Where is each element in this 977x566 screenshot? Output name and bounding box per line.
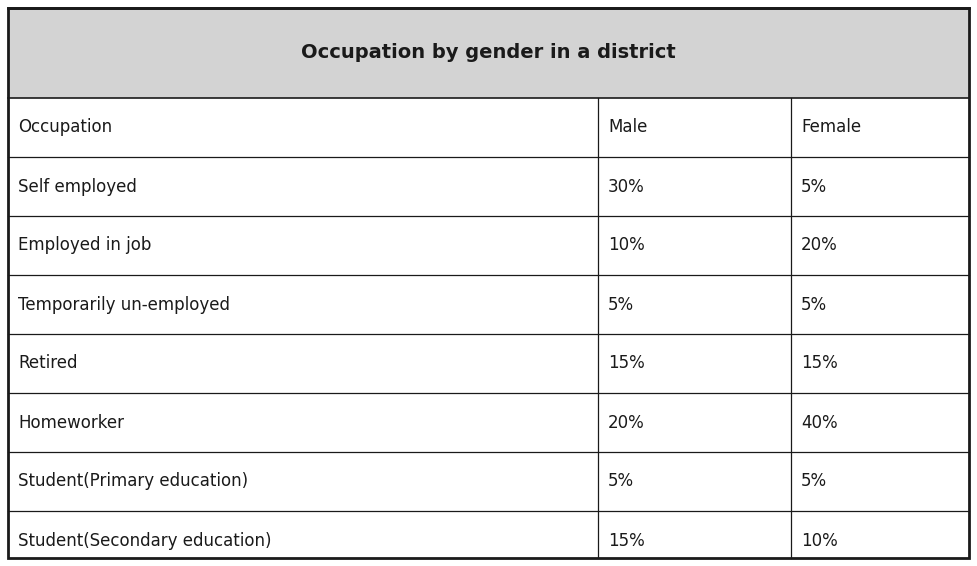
Bar <box>8 98 969 157</box>
Text: 5%: 5% <box>801 295 828 314</box>
Text: 5%: 5% <box>801 473 828 491</box>
Text: 10%: 10% <box>801 531 837 550</box>
Text: 15%: 15% <box>801 354 837 372</box>
Text: 15%: 15% <box>608 531 645 550</box>
Text: Student(Secondary education): Student(Secondary education) <box>18 531 272 550</box>
Text: 5%: 5% <box>608 295 634 314</box>
Bar <box>8 157 969 216</box>
Text: 15%: 15% <box>608 354 645 372</box>
Text: Student(Primary education): Student(Primary education) <box>18 473 248 491</box>
Bar <box>8 8 969 98</box>
Text: Male: Male <box>608 118 648 136</box>
Text: 5%: 5% <box>608 473 634 491</box>
Bar <box>8 216 969 275</box>
Text: 5%: 5% <box>801 178 828 195</box>
Text: 40%: 40% <box>801 414 837 431</box>
Bar <box>8 511 969 566</box>
Bar <box>8 452 969 511</box>
Text: 20%: 20% <box>801 237 837 255</box>
Bar <box>8 275 969 334</box>
Text: 20%: 20% <box>608 414 645 431</box>
Text: Occupation by gender in a district: Occupation by gender in a district <box>301 44 676 62</box>
Text: 30%: 30% <box>608 178 645 195</box>
Text: Retired: Retired <box>18 354 77 372</box>
Text: Employed in job: Employed in job <box>18 237 151 255</box>
Text: Temporarily un-employed: Temporarily un-employed <box>18 295 230 314</box>
Bar <box>8 393 969 452</box>
Bar <box>8 334 969 393</box>
Text: Occupation: Occupation <box>18 118 112 136</box>
Text: Self employed: Self employed <box>18 178 137 195</box>
Text: Homeworker: Homeworker <box>18 414 124 431</box>
Text: Female: Female <box>801 118 861 136</box>
Text: 10%: 10% <box>608 237 645 255</box>
